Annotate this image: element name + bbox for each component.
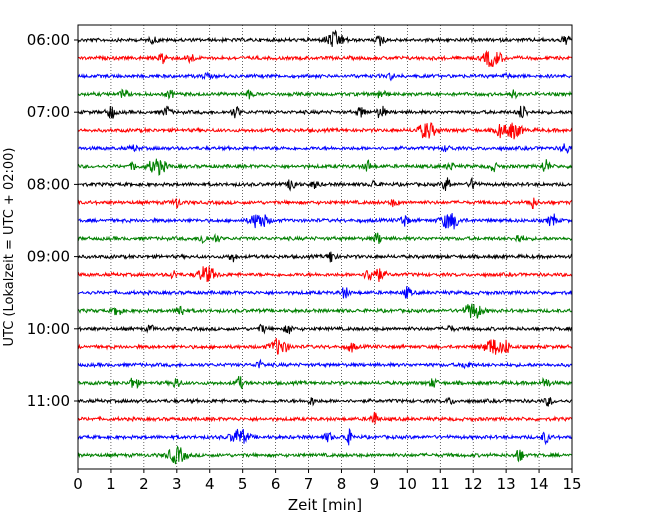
x-tick-label: 14	[530, 475, 549, 493]
x-tick-label: 15	[562, 475, 581, 493]
trace-0930	[77, 286, 573, 299]
x-tick-label: 0	[73, 475, 83, 493]
trace-0645	[77, 88, 573, 100]
trace-1045	[77, 376, 573, 390]
trace-1100	[77, 396, 572, 407]
x-tick-label: 2	[139, 475, 149, 493]
x-tick-label: 10	[398, 475, 417, 493]
trace-0600	[77, 29, 573, 47]
trace-1115	[78, 411, 573, 425]
y-tick-label: 08:00	[27, 175, 70, 193]
x-tick-label: 6	[271, 475, 281, 493]
trace-1000	[77, 323, 573, 335]
trace-1015	[77, 337, 573, 355]
x-tick-label: 8	[337, 475, 347, 493]
x-tick-label: 11	[431, 475, 450, 493]
trace-0715	[77, 122, 573, 140]
x-axis-label: Zeit [min]	[288, 496, 362, 514]
trace-0615	[77, 49, 573, 67]
trace-0745	[77, 158, 573, 176]
trace-0730	[78, 143, 573, 155]
trace-1030	[77, 358, 573, 370]
trace-1130	[77, 427, 573, 446]
y-tick-label: 10:00	[27, 320, 70, 338]
trace-0900	[77, 251, 573, 263]
trace-1145	[77, 445, 573, 465]
x-tick-label: 1	[106, 475, 116, 493]
trace-0915	[77, 266, 573, 283]
y-tick-label: 11:00	[27, 392, 70, 410]
trace-0630	[77, 71, 573, 82]
x-tick-label: 3	[172, 475, 182, 493]
plot-area-frame	[77, 24, 573, 470]
y-tick-label: 07:00	[27, 103, 70, 121]
trace-0945	[78, 303, 573, 319]
trace-0830	[77, 212, 573, 230]
x-tick-label: 12	[464, 475, 483, 493]
x-axis-ticks: 0 1 2 3 4 5 6 7 8 9 10 11 12 13 14 15	[73, 469, 582, 493]
y-axis-label: UTC (Lokalzeit = UTC + 02:00)	[2, 148, 17, 347]
x-tick-label: 5	[238, 475, 248, 493]
grid	[110, 25, 540, 469]
y-tick-label: 06:00	[27, 31, 70, 49]
x-tick-label: 13	[497, 475, 516, 493]
x-tick-label: 4	[205, 475, 215, 493]
traces	[77, 29, 573, 465]
y-tick-label: 09:00	[27, 248, 70, 266]
trace-0700	[77, 105, 573, 119]
y-axis-ticks: 06:00 07:00 08:00 09:00 10:00 11:00	[27, 31, 78, 410]
x-tick-label: 7	[304, 475, 314, 493]
trace-0845	[77, 232, 573, 245]
x-tick-label: 9	[370, 475, 380, 493]
trace-0800	[77, 176, 573, 192]
trace-0815	[77, 197, 573, 209]
